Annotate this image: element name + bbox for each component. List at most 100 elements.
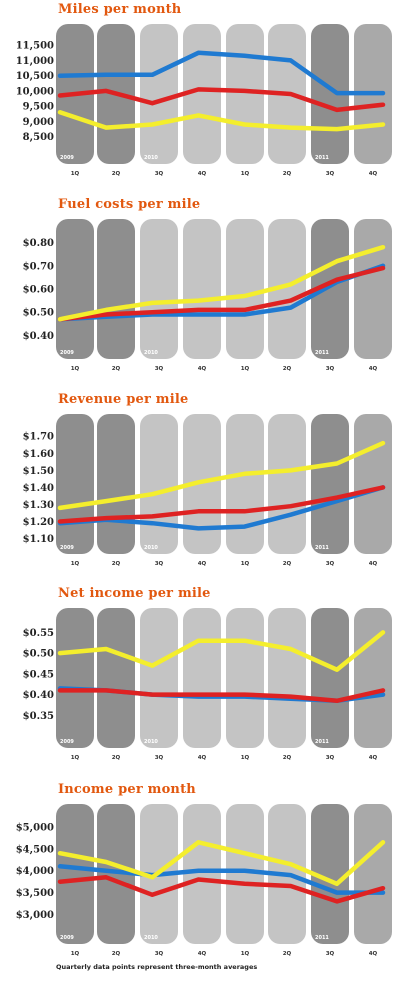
quarter-column — [56, 608, 94, 748]
x-tick-label: 3Q — [326, 951, 335, 957]
chart-title: Miles per month — [58, 2, 182, 17]
x-tick-label: 4Q — [369, 366, 378, 372]
y-tick-label: $1.20 — [23, 517, 54, 528]
x-tick-label: 2Q — [283, 171, 292, 177]
quarter-column — [226, 219, 264, 359]
x-tick-label: 2Q — [112, 755, 121, 761]
quarter-column — [56, 414, 94, 554]
x-tick-label: 4Q — [198, 171, 207, 177]
x-tick-label: 2Q — [283, 366, 292, 372]
x-tick-label: 1Q — [71, 951, 80, 957]
y-tick-label: $0.80 — [23, 238, 54, 249]
year-label: 2009 — [60, 350, 74, 356]
quarter-column — [226, 608, 264, 748]
series-line-yellow — [57, 110, 386, 132]
x-tick-label: 4Q — [198, 755, 207, 761]
y-tick-label: 11,000 — [16, 56, 54, 67]
chart-plot: 2009 2010 2011 $5,000 $4,500 $4,000 $3,500 $3,0… — [16, 804, 392, 957]
year-label: 2011 — [315, 350, 329, 356]
quarter-column — [311, 414, 349, 554]
x-tick-label: 3Q — [155, 366, 164, 372]
quarter-column — [268, 414, 306, 554]
y-tick-label: 9,000 — [23, 117, 54, 128]
y-tick-label: $1.10 — [23, 534, 54, 545]
series-line-red — [57, 688, 386, 704]
series-line-blue — [57, 50, 386, 96]
x-tick-label: 1Q — [71, 366, 80, 372]
y-tick-label: $0.40 — [23, 690, 54, 701]
chart-plot: 2009 2010 2011 $0.55 $0.50 $0.45 $0.40 $0.35 1Q 2… — [23, 608, 392, 761]
x-tick-label: 4Q — [369, 951, 378, 957]
x-tick-label: 3Q — [326, 755, 335, 761]
quarter-column — [311, 219, 349, 359]
year-label: 2009 — [60, 739, 74, 745]
x-tick-label: 1Q — [71, 561, 80, 567]
chart-plot: 2009 2010 2011 $1.70 $1.60 $1.50 $1.40 $1.30 $1.… — [23, 414, 392, 567]
quarter-column — [354, 804, 392, 944]
quarter-column — [311, 804, 349, 944]
y-tick-label: $3,000 — [16, 910, 54, 921]
y-tick-label: 10,500 — [16, 71, 54, 82]
x-tick-label: 4Q — [198, 366, 207, 372]
y-tick-label: $4,500 — [16, 844, 54, 855]
x-tick-label: 3Q — [155, 951, 164, 957]
y-tick-label: 10,000 — [16, 86, 54, 97]
quarter-column — [183, 608, 221, 748]
y-tick-label: 8,500 — [23, 132, 54, 143]
series-line-blue — [57, 485, 386, 531]
x-tick-label: 2Q — [283, 951, 292, 957]
quarter-column — [311, 608, 349, 748]
x-tick-label: 1Q — [241, 951, 250, 957]
x-tick-label: 2Q — [112, 951, 121, 957]
x-tick-label: 1Q — [71, 171, 80, 177]
series-line-red — [57, 485, 386, 524]
x-tick-label: 4Q — [198, 561, 207, 567]
quarter-column — [354, 219, 392, 359]
chart-title: Revenue per mile — [58, 392, 189, 407]
y-tick-label: $0.55 — [23, 628, 54, 639]
series-line-red — [57, 265, 386, 322]
x-tick-label: 3Q — [155, 561, 164, 567]
y-tick-label: $0.50 — [23, 308, 54, 319]
series-line-red — [57, 875, 386, 904]
x-tick-label: 1Q — [241, 755, 250, 761]
y-tick-label: 11,500 — [16, 41, 54, 52]
series-line-yellow — [57, 244, 386, 322]
series-line-yellow — [57, 840, 386, 887]
chart-title: Fuel costs per mile — [58, 197, 201, 212]
x-tick-label: 2Q — [112, 171, 121, 177]
year-label: 2011 — [315, 935, 329, 941]
year-label: 2009 — [60, 545, 74, 551]
chart-plot: 2009 2010 2011 $0.80 $0.70 $0.60 $0.50 $0.40 1Q 2… — [23, 219, 392, 372]
x-tick-label: 1Q — [241, 366, 250, 372]
year-label: 2011 — [315, 545, 329, 551]
quarter-column — [140, 608, 178, 748]
x-tick-label: 4Q — [369, 561, 378, 567]
year-label: 2010 — [144, 350, 158, 356]
x-tick-label: 4Q — [369, 755, 378, 761]
chart-panel-3: Revenue per mile 2009 2010 2011 $1.70 $1.60 $1… — [0, 392, 400, 582]
x-tick-label: 3Q — [326, 171, 335, 177]
x-tick-label: 4Q — [369, 171, 378, 177]
y-tick-label: $0.70 — [23, 261, 54, 272]
quarter-column — [268, 608, 306, 748]
quarter-column — [183, 804, 221, 944]
x-tick-label: 3Q — [326, 561, 335, 567]
x-tick-label: 2Q — [283, 755, 292, 761]
x-tick-label: 1Q — [71, 755, 80, 761]
quarter-column — [226, 414, 264, 554]
year-label: 2011 — [315, 739, 329, 745]
series-line-red — [57, 87, 386, 113]
y-tick-label: $4,000 — [16, 866, 54, 877]
year-label: 2011 — [315, 155, 329, 161]
quarter-column — [354, 608, 392, 748]
year-label: 2009 — [60, 935, 74, 941]
x-tick-label: 1Q — [241, 171, 250, 177]
y-tick-label: $0.50 — [23, 649, 54, 660]
quarter-column — [183, 219, 221, 359]
chart-title: Income per month — [58, 782, 196, 797]
chart-panel-2: Fuel costs per mile 2009 2010 2011 $0.80 $0.7… — [0, 197, 400, 387]
quarter-column — [97, 608, 135, 748]
footnote: Quarterly data points represent three-mo… — [56, 963, 258, 971]
x-tick-label: 2Q — [112, 366, 121, 372]
